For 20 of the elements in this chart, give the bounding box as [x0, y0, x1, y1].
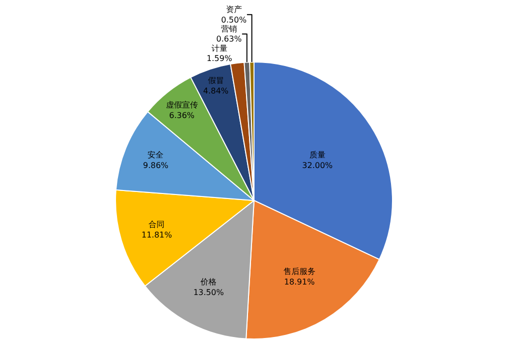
data-label: 6.36% — [169, 110, 195, 120]
data-label: 32.00% — [302, 160, 334, 170]
data-label: 0.63% — [216, 34, 242, 44]
data-label: 9.86% — [142, 161, 169, 170]
slice-label: 合同 — [148, 220, 165, 230]
slice-label: 价格 — [200, 278, 217, 287]
slice-label: 虚假宣传 — [166, 100, 198, 110]
data-label: 13.50% — [193, 288, 224, 298]
slice-label: 安全 — [148, 150, 164, 160]
data-label: 1.59% — [206, 54, 232, 64]
data-label: 18.91% — [284, 277, 316, 286]
slice-label: 假冒 — [208, 76, 224, 86]
data-label: 0.50% — [221, 15, 247, 24]
slice-label: 营销 — [220, 24, 237, 34]
data-label: 4.84% — [203, 86, 229, 96]
slice-label: 计量 — [211, 44, 228, 53]
slice-label: 质量 — [309, 150, 326, 160]
slice-label: 售后服务 — [283, 267, 316, 276]
data-label: 11.81% — [141, 230, 172, 240]
slice-label: 资产 — [226, 4, 242, 14]
